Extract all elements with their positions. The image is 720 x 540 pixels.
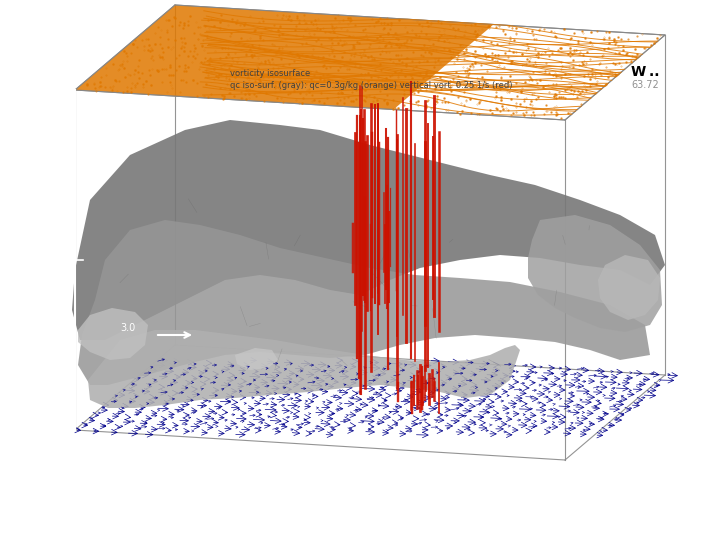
Text: 3.0: 3.0 xyxy=(120,323,135,333)
Text: W ..: W .. xyxy=(631,65,660,79)
Polygon shape xyxy=(598,255,660,320)
Polygon shape xyxy=(75,5,493,110)
Polygon shape xyxy=(235,348,278,370)
Polygon shape xyxy=(78,308,148,360)
Polygon shape xyxy=(528,215,662,332)
Text: 3.0: 3.0 xyxy=(47,255,60,265)
Polygon shape xyxy=(78,220,650,385)
Text: qc iso-surf. (gray): qc=0.3g/kg (orange) vertical vort. 0.25 1/s (red): qc iso-surf. (gray): qc=0.3g/kg (orange)… xyxy=(230,80,513,90)
Text: vorticity isosurface: vorticity isosurface xyxy=(230,70,310,78)
Polygon shape xyxy=(88,330,520,408)
Polygon shape xyxy=(72,120,665,340)
Text: 63.72: 63.72 xyxy=(631,80,659,90)
